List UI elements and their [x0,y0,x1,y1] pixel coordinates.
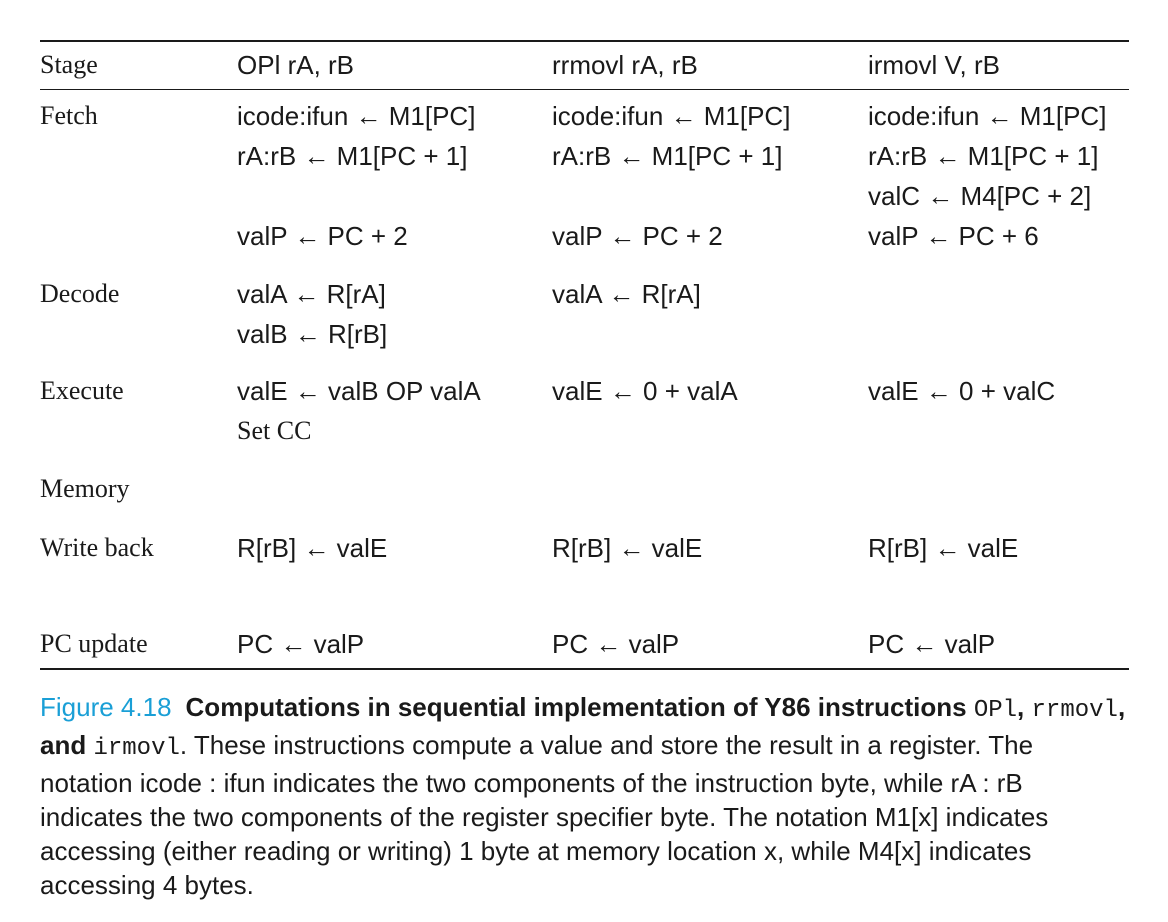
pcupdate-col1: PC ← valP [237,629,365,659]
execute-col2: valE ← 0 + valA [552,371,738,411]
table-header-rule [40,89,1129,91]
header-rrmovl: rrmovl rA, rB [552,50,698,80]
execute-col2-line: valE ← 0 + valA [552,376,738,406]
stage-memory: Memory [40,474,130,503]
caption-sep: , [1017,692,1025,722]
decode-col1-line: valA ← R[rA] [237,279,386,309]
fetch-col3: icode:ifun ← M1[PC] rA:rB ← M1[PC + 1] v… [868,96,1106,256]
caption-instr-opl: OPl [973,697,1018,724]
fetch-col2-line: valP ← PC + 2 [552,221,723,251]
fetch-col3-line: icode:ifun ← M1[PC] [868,101,1107,131]
execute-col1: valE ← valB OP valA Set CC [237,371,481,451]
table-bottom-rule [40,668,1129,670]
stage-decode: Decode [40,279,120,308]
stage-pcupdate: PC update [40,629,148,658]
writeback-col3: R[rB] ← valE [868,533,1019,563]
caption-instr-rrmovl: rrmovl [1031,697,1118,724]
fetch-col2: icode:ifun ← M1[PC] rA:rB ← M1[PC + 1] v… [552,96,790,256]
pcupdate-col2: PC ← valP [552,629,680,659]
decode-col2-line: valA ← R[rA] [552,279,701,309]
caption-sep: , and [40,692,1126,760]
fetch-col2-line [552,176,790,216]
stage-fetch: Fetch [40,101,98,130]
fetch-col2-line: icode:ifun ← M1[PC] [552,101,791,131]
fetch-col1-line: icode:ifun ← M1[PC] [237,101,476,131]
pcupdate-col3: PC ← valP [868,629,996,659]
writeback-col1: R[rB] ← valE [237,533,388,563]
fetch-col3-line: valP ← PC + 6 [868,221,1039,251]
decode-col2: valA ← R[rA] [552,274,701,314]
figure-number: Figure 4.18 [40,692,172,722]
fetch-col2-line: rA:rB ← M1[PC + 1] [552,141,783,171]
writeback-col2: R[rB] ← valE [552,533,703,563]
caption-instr-irmovl: irmovl [93,735,180,762]
caption-body: . These instructions compute a value and… [40,730,1049,900]
decode-col1-line: valB ← R[rB] [237,319,388,349]
execute-col3-line: valE ← 0 + valC [868,376,1056,406]
execute-col3: valE ← 0 + valC [868,371,1055,411]
fetch-col1: icode:ifun ← M1[PC] rA:rB ← M1[PC + 1] v… [237,96,475,256]
execute-col1-line: Set CC [237,416,312,445]
fetch-col1-line [237,176,475,216]
fetch-col3-line: valC ← M4[PC + 2] [868,181,1092,211]
fetch-col3-line: rA:rB ← M1[PC + 1] [868,141,1099,171]
stage-execute: Execute [40,376,124,405]
fetch-col1-line: valP ← PC + 2 [237,221,408,251]
header-irmovl: irmovl V, rB [868,50,1000,80]
table-top-rule [40,40,1129,42]
execute-col1-line: valE ← valB OP valA [237,376,481,406]
figure-caption: Figure 4.18 Computations in sequential im… [40,690,1130,902]
decode-col1: valA ← R[rA] valB ← R[rB] [237,274,387,354]
fetch-col1-line: rA:rB ← M1[PC + 1] [237,141,468,171]
caption-title: Computations in sequential implementatio… [185,692,967,722]
stage-writeback: Write back [40,533,154,562]
header-opl: OPl rA, rB [237,50,355,80]
header-stage: Stage [40,50,98,79]
